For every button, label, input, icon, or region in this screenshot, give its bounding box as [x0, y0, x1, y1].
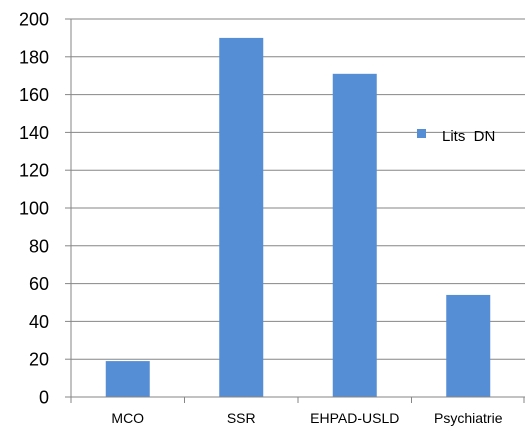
y-tick-label: 180 — [19, 47, 49, 67]
bar-psychiatrie — [446, 294, 491, 397]
legend-label: Lits DN — [442, 128, 495, 145]
y-tick-label: 20 — [29, 350, 49, 370]
y-tick-label: 160 — [19, 85, 49, 105]
x-category-label: Psychiatrie — [434, 410, 503, 426]
y-axis: 0 20 40 60 80 100 120 140 160 180 200 — [19, 10, 72, 408]
y-tick-label: 40 — [29, 312, 49, 332]
bars — [105, 37, 491, 398]
x-axis: MCO SSR EHPAD-USLD Psychiatrie — [70, 396, 525, 426]
x-category-label: MCO — [111, 410, 144, 426]
bar-ehpad-usld — [332, 73, 377, 397]
y-tick-label: 0 — [39, 388, 49, 408]
legend: Lits DN — [417, 128, 495, 145]
gridlines — [71, 18, 525, 360]
bar-mco — [105, 361, 150, 397]
y-tick-label: 200 — [19, 10, 49, 30]
x-category-label: EHPAD-USLD — [310, 410, 399, 426]
y-tick-label: 140 — [19, 123, 49, 143]
y-tick-label: 80 — [29, 236, 49, 256]
x-category-label: SSR — [227, 410, 256, 426]
legend-swatch — [417, 129, 426, 138]
y-tick-label: 60 — [29, 274, 49, 294]
y-tick-label: 120 — [19, 161, 49, 181]
bar-ssr — [219, 37, 264, 398]
y-tick-label: 100 — [19, 199, 49, 219]
